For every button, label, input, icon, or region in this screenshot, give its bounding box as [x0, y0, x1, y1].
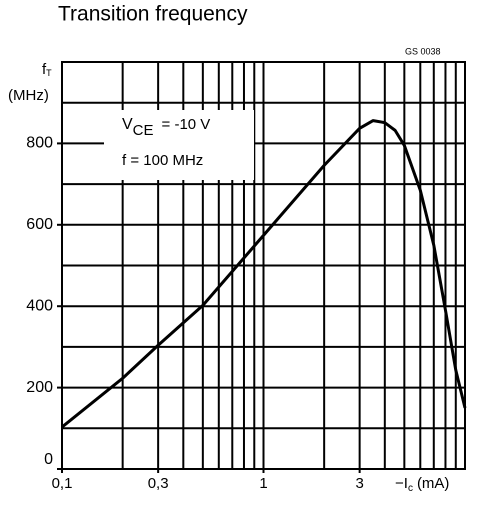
y-unit: (MHz): [8, 87, 49, 104]
chart-title: Transition frequency: [58, 3, 248, 26]
y-tick-label: 400: [26, 297, 53, 314]
y-tick-label: 0: [44, 451, 53, 468]
x-tick-label: 3: [355, 475, 363, 492]
annotation-box: [104, 110, 254, 180]
code: GS 0038: [405, 46, 441, 56]
x-tick-label: 0,3: [148, 475, 169, 492]
y-tick-label: 800: [26, 135, 53, 152]
x-tick-label: 1: [259, 475, 267, 492]
x-tick-label: 0,1: [52, 475, 73, 492]
series-line: [61, 119, 467, 429]
y-tick-label: 200: [26, 379, 53, 396]
annotation: f = 100 MHz: [122, 152, 203, 169]
x-label: −Ic (mA): [395, 475, 449, 494]
y-tick-label: 600: [26, 216, 53, 233]
annotation: VCE = -10 V: [122, 116, 210, 139]
y-label: fT: [42, 61, 52, 78]
